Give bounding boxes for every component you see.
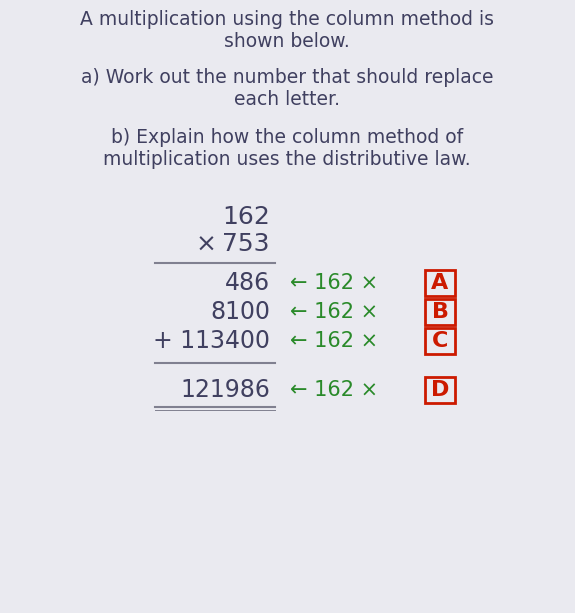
Text: A: A — [431, 273, 448, 293]
Text: 162: 162 — [222, 205, 270, 229]
Text: b) Explain how the column method of: b) Explain how the column method of — [111, 128, 463, 147]
Text: 121986: 121986 — [180, 378, 270, 402]
FancyBboxPatch shape — [425, 299, 455, 325]
Text: ← 162 ×: ← 162 × — [290, 302, 378, 322]
Text: × 753: × 753 — [197, 232, 270, 256]
FancyBboxPatch shape — [425, 328, 455, 354]
Text: A multiplication using the column method is: A multiplication using the column method… — [80, 10, 494, 29]
Text: ← 162 ×: ← 162 × — [290, 380, 378, 400]
Text: + 113400: + 113400 — [153, 329, 270, 353]
FancyBboxPatch shape — [425, 377, 455, 403]
Text: ← 162 ×: ← 162 × — [290, 331, 378, 351]
Text: D: D — [431, 380, 449, 400]
Text: 8100: 8100 — [210, 300, 270, 324]
Text: a) Work out the number that should replace: a) Work out the number that should repla… — [81, 68, 493, 87]
FancyBboxPatch shape — [425, 270, 455, 296]
Text: 486: 486 — [225, 271, 270, 295]
Text: ← 162 ×: ← 162 × — [290, 273, 378, 293]
Text: shown below.: shown below. — [224, 32, 350, 51]
Text: each letter.: each letter. — [234, 90, 340, 109]
Text: B: B — [431, 302, 448, 322]
Text: multiplication uses the distributive law.: multiplication uses the distributive law… — [103, 150, 471, 169]
Text: C: C — [432, 331, 448, 351]
